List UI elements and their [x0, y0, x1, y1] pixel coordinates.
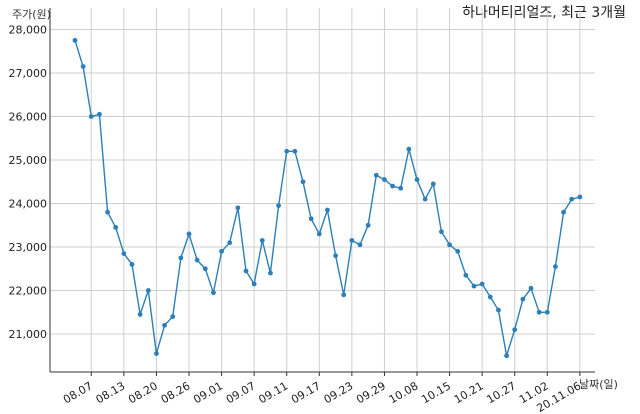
- data-point: [553, 264, 558, 269]
- y-tick-label: 23,000: [9, 241, 48, 254]
- data-point: [276, 203, 281, 209]
- data-point: [308, 216, 314, 222]
- data-point: [544, 309, 550, 315]
- data-point: [365, 222, 371, 228]
- x-axis-label: 날짜(일): [579, 378, 618, 391]
- data-point: [202, 266, 208, 272]
- data-point: [439, 229, 444, 235]
- data-point: [259, 238, 265, 243]
- x-tick-label: 08.13: [94, 379, 128, 406]
- y-tick-label: 26,000: [9, 111, 48, 124]
- data-point: [251, 281, 257, 287]
- data-point: [463, 272, 469, 278]
- y-tick-label: 22,000: [9, 285, 48, 298]
- x-tick-label: 09.23: [322, 379, 356, 406]
- data-point: [341, 292, 347, 298]
- data-point: [292, 148, 298, 154]
- x-tick-label: 10.27: [484, 379, 518, 406]
- data-point: [137, 312, 143, 317]
- y-tick-label: 21,000: [9, 328, 48, 341]
- y-tick-label: 24,000: [9, 198, 48, 211]
- x-tick-label: 10.21: [452, 379, 486, 406]
- data-point: [129, 262, 135, 267]
- data-point: [154, 351, 159, 356]
- y-tick-label: 25,000: [9, 154, 48, 167]
- data-point: [496, 307, 501, 313]
- data-point: [569, 196, 575, 202]
- data-point: [406, 146, 412, 152]
- data-point: [186, 231, 192, 237]
- y-ticks: 21,000 22,000 23,000 24,000 25,000 26,000 27,0…: [9, 24, 48, 342]
- data-point: [479, 281, 485, 287]
- grid: [50, 8, 595, 372]
- data-point: [145, 288, 151, 293]
- data-point: [121, 251, 127, 256]
- data-point: [194, 257, 200, 263]
- x-tick-label: 08.07: [61, 379, 95, 406]
- data-point: [219, 248, 224, 254]
- data-point: [422, 196, 428, 202]
- series-line: [74, 40, 581, 357]
- x-tick-label: 09.11: [256, 379, 290, 406]
- axes: [49, 8, 595, 376]
- data-point: [72, 37, 78, 43]
- data-point: [536, 309, 542, 315]
- data-point: [349, 238, 355, 243]
- data-point: [398, 185, 404, 191]
- x-tick-label: 09.17: [289, 379, 323, 406]
- data-point: [373, 172, 379, 178]
- data-point: [243, 268, 249, 274]
- data-point: [577, 194, 583, 200]
- data-point: [357, 242, 363, 248]
- data-point: [284, 148, 290, 154]
- data-point: [170, 314, 176, 319]
- data-point: [414, 177, 420, 182]
- data-point: [333, 253, 338, 259]
- data-point: [504, 353, 509, 359]
- data-point: [382, 177, 387, 182]
- data-point: [430, 181, 436, 187]
- data-point: [316, 231, 322, 237]
- data-point: [325, 207, 330, 213]
- x-tick-label: 09.01: [191, 379, 225, 406]
- data-point: [97, 111, 102, 117]
- series: [72, 37, 583, 359]
- x-ticks: 08.0708.1308.2008.2609.0109.0709.1109.17…: [61, 379, 583, 414]
- chart-title: 하나머티리얼즈, 최근 3개월: [462, 5, 626, 21]
- x-tick-label: 10.08: [387, 379, 421, 406]
- x-tick-label: 09.29: [354, 379, 388, 406]
- x-tick-label: 08.20: [126, 379, 160, 406]
- data-point: [113, 225, 119, 230]
- data-point: [512, 327, 518, 333]
- y-tick-label: 27,000: [9, 67, 48, 80]
- y-axis-label: 주가(원): [12, 8, 51, 21]
- data-point: [471, 283, 477, 289]
- x-tick-label: 08.26: [159, 379, 193, 406]
- data-point: [520, 296, 526, 302]
- x-tick-label: 09.07: [224, 379, 258, 406]
- data-point: [235, 205, 241, 211]
- data-point: [561, 209, 566, 215]
- data-point: [88, 114, 94, 119]
- data-point: [455, 248, 461, 254]
- data-point: [390, 183, 395, 189]
- data-point: [227, 240, 233, 246]
- data-point: [80, 64, 86, 69]
- data-point: [487, 294, 493, 300]
- data-point: [211, 290, 216, 296]
- data-point: [447, 242, 452, 248]
- y-tick-label: 28,000: [9, 24, 48, 37]
- data-point: [178, 255, 184, 261]
- data-point: [268, 270, 273, 276]
- data-point: [105, 209, 110, 215]
- data-point: [300, 179, 306, 185]
- data-point: [528, 285, 534, 291]
- x-tick-label: 10.15: [419, 379, 453, 406]
- data-point: [162, 322, 167, 328]
